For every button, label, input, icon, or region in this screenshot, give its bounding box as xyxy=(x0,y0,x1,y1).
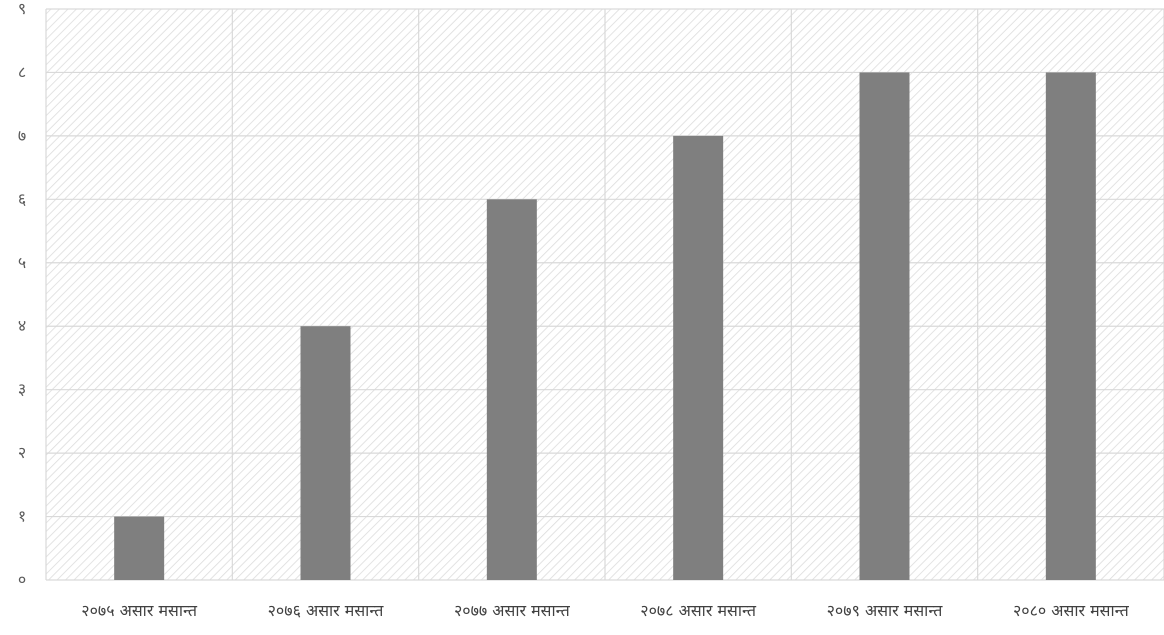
bars xyxy=(114,72,1096,581)
bar-3 xyxy=(673,135,724,580)
y-tick-label-9: ९ xyxy=(18,0,26,18)
bar-1 xyxy=(300,326,351,580)
y-tick-label-6: ६ xyxy=(18,189,26,208)
y-tick-label-5: ५ xyxy=(18,253,26,272)
x-category-label-1: २०७६ असार मसान्त xyxy=(268,601,385,620)
bar-0 xyxy=(114,516,165,580)
x-axis-categories: २०७५ असार मसान्त २०७६ असार मसान्त २०७७ असा… xyxy=(81,601,1129,620)
x-category-label-3: २०७८ असार मसान्त xyxy=(640,601,757,620)
y-tick-label-1: १ xyxy=(18,507,26,526)
bar-4 xyxy=(859,72,910,580)
y-tick-label-7: ७ xyxy=(18,126,26,145)
x-category-label-0: २०७५ असार मसान्त xyxy=(81,601,198,620)
x-category-label-5: २०८० असार मसान्त xyxy=(1013,601,1130,620)
x-category-label-2: २०७७ असार मसान्त xyxy=(454,601,571,620)
y-tick-label-0: ० xyxy=(18,570,26,589)
y-tick-label-8: ८ xyxy=(18,62,26,81)
y-tick-label-4: ४ xyxy=(18,316,26,335)
y-tick-label-2: २ xyxy=(18,443,26,462)
bar-5 xyxy=(1045,72,1096,580)
x-category-label-4: २०७९ असार मसान्त xyxy=(827,601,944,620)
y-tick-label-3: ३ xyxy=(18,380,26,399)
gridlines xyxy=(45,8,1164,581)
y-axis-ticks: ० १ २ ३ ४ ५ ६ ७ ८ ९ xyxy=(18,0,26,589)
bar-2 xyxy=(486,199,537,581)
